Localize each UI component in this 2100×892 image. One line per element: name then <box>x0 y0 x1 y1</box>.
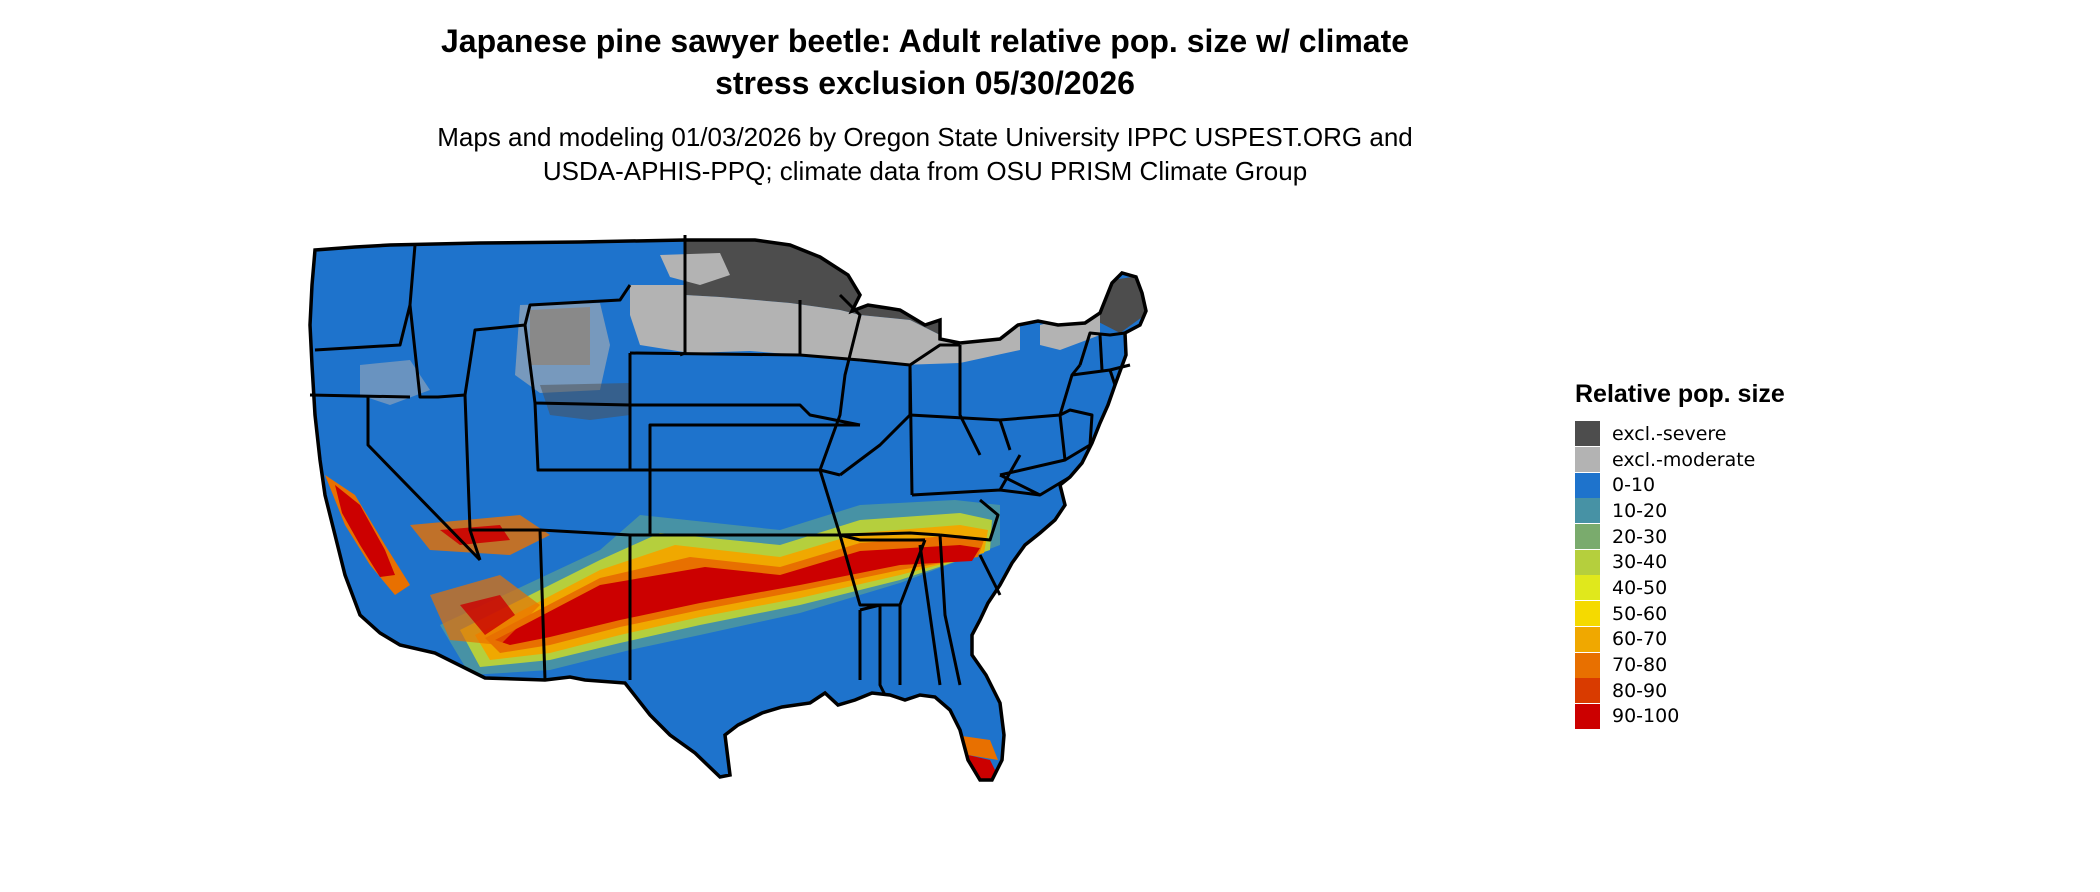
legend-item: 30-40 <box>1575 549 1875 575</box>
legend-swatch <box>1575 472 1600 498</box>
legend-swatch <box>1575 601 1600 627</box>
legend-item: 80-90 <box>1575 678 1875 704</box>
us-population-map <box>308 235 1148 782</box>
legend-swatch <box>1575 421 1600 447</box>
legend-item: 20-30 <box>1575 524 1875 550</box>
legend-label: excl.-moderate <box>1612 448 1756 471</box>
title-line-2: stress exclusion 05/30/2026 <box>715 65 1135 101</box>
legend-item: 10-20 <box>1575 498 1875 524</box>
legend-label: 0-10 <box>1612 474 1656 497</box>
legend-items: excl.-severe excl.-moderate 0-10 10-20 20-30… <box>1575 421 1875 729</box>
legend-item: 60-70 <box>1575 626 1875 653</box>
legend-swatch <box>1575 678 1600 704</box>
legend-label: 60-70 <box>1612 628 1668 651</box>
title-line-1: Japanese pine sawyer beetle: Adult relat… <box>440 23 1410 59</box>
legend-item: 70-80 <box>1575 652 1875 678</box>
legend-swatch <box>1575 626 1600 652</box>
legend-label: excl.-severe <box>1612 422 1727 445</box>
legend-swatch <box>1575 524 1600 550</box>
legend-label: 70-80 <box>1612 654 1668 677</box>
legend-swatch <box>1575 652 1600 678</box>
subtitle-line-2: USDA-APHIS-PPQ; climate data from OSU PR… <box>542 156 1308 186</box>
legend-label: 10-20 <box>1612 499 1668 522</box>
legend-label: 90-100 <box>1612 705 1680 728</box>
legend-item: excl.-severe <box>1575 421 1875 447</box>
legend-item: 0-10 <box>1575 472 1875 498</box>
legend-label: 80-90 <box>1612 679 1668 702</box>
legend-label: 30-40 <box>1612 551 1668 574</box>
legend-label: 40-50 <box>1612 576 1668 599</box>
legend-swatch <box>1575 498 1600 524</box>
legend-item: 50-60 <box>1575 601 1875 627</box>
legend-item: 40-50 <box>1575 575 1875 601</box>
legend-swatch <box>1575 549 1600 575</box>
legend-swatch <box>1575 575 1600 601</box>
legend-swatch <box>1575 703 1600 729</box>
subtitle-line-1: Maps and modeling 01/03/2026 by Oregon S… <box>437 122 1413 152</box>
legend-item: 90-100 <box>1575 703 1875 730</box>
legend: Relative pop. size excl.-severe excl.-mod… <box>1575 380 1875 729</box>
legend-title: Relative pop. size <box>1575 380 1785 408</box>
map-title: Japanese pine sawyer beetle: Adult relat… <box>300 20 1550 104</box>
map-subtitle: Maps and modeling 01/03/2026 by Oregon S… <box>300 120 1550 188</box>
legend-label: 20-30 <box>1612 525 1668 548</box>
legend-item: excl.-moderate <box>1575 447 1875 473</box>
legend-label: 50-60 <box>1612 602 1668 625</box>
legend-swatch <box>1575 447 1600 473</box>
